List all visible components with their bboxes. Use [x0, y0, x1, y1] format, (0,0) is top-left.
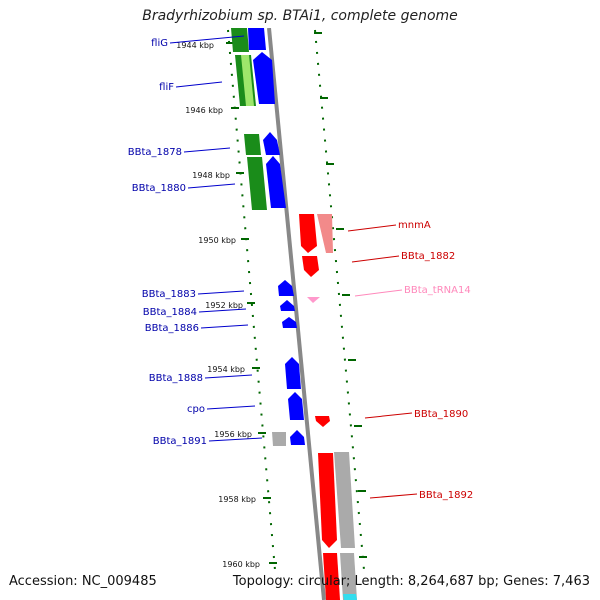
cds-feature — [231, 28, 249, 52]
cds-feature — [247, 157, 267, 210]
left-tick-track — [227, 29, 276, 571]
reverse-gene-labels: mnmA BBta_1882 BBta_tRNA14 BBta_1890 BBt… — [398, 220, 473, 501]
forward-gene-labels: fliG fliF BBta_1878 BBta_1880 BBta_1883 … — [128, 38, 207, 447]
gene-label[interactable]: BBta_1886 — [145, 323, 199, 334]
leader-line — [183, 147, 231, 153]
leader-line — [206, 405, 256, 410]
genome-title: Bradyrhizobium sp. BTAi1, complete genom… — [142, 8, 458, 24]
tick-label: 1958 kbp — [218, 495, 256, 504]
gene-label[interactable]: BBta_1882 — [401, 251, 455, 262]
leader-line — [198, 308, 247, 313]
gene-label[interactable]: cpo — [187, 404, 205, 415]
gene-label[interactable]: BBta_1878 — [128, 147, 182, 158]
gene-BBta_1891 — [290, 430, 305, 445]
leader-line — [175, 81, 223, 88]
cds-feature — [317, 214, 333, 253]
leader-line — [354, 289, 403, 297]
tick-label: 1946 kbp — [185, 106, 223, 115]
gene-BBta_1878 — [263, 132, 280, 155]
cds-feature — [323, 553, 340, 600]
tick-label: 1960 kbp — [222, 560, 260, 569]
leader-line — [351, 255, 400, 263]
gene-fliF — [253, 52, 275, 104]
gene-label[interactable]: BBta_1880 — [132, 183, 186, 194]
forward-genes — [248, 28, 305, 445]
leader-line — [204, 374, 253, 379]
gene-BBta_1890 — [315, 416, 330, 427]
leader-line — [347, 224, 397, 232]
gene-BBta_1892 — [318, 453, 337, 548]
leader-line — [187, 183, 236, 189]
major-ticks — [226, 42, 277, 564]
gene-label[interactable]: fliG — [151, 38, 168, 49]
major-ticks-right — [314, 32, 367, 558]
cds-feature — [340, 553, 357, 600]
tick-label: 1956 kbp — [214, 430, 252, 439]
leader-line — [369, 493, 418, 499]
gene-fliG — [248, 28, 266, 50]
reverse-label-leaders — [347, 224, 418, 499]
tick-labels: 1944 kbp 1946 kbp 1948 kbp 1950 kbp 1952… — [176, 41, 260, 569]
tick-label: 1944 kbp — [176, 41, 214, 50]
gene-label[interactable]: BBta_1891 — [153, 436, 207, 447]
gene-mnmA — [299, 214, 317, 253]
gene-BBta_1880 — [266, 156, 286, 208]
gene-label[interactable]: BBta_1884 — [143, 307, 197, 318]
gene-BBta_1888 — [285, 357, 301, 389]
cds-blocks-left — [231, 28, 286, 446]
gene-label[interactable]: BBta_tRNA14 — [404, 285, 471, 296]
gene-label[interactable]: BBta_1890 — [414, 409, 468, 420]
map-features: 1944 kbp 1946 kbp 1948 kbp 1950 kbp 1952… — [169, 28, 418, 600]
cds-feature — [343, 594, 357, 600]
right-tick-track — [314, 29, 365, 571]
gene-BBta_1882 — [302, 256, 319, 277]
genome-summary-text: Topology: circular; Length: 8,264,687 bp… — [232, 574, 590, 589]
forward-label-leaders — [169, 35, 263, 442]
leader-line — [208, 437, 263, 442]
cds-feature-highlight — [241, 55, 254, 106]
gene-label[interactable]: BBta_1892 — [419, 490, 473, 501]
accession-text: Accession: NC_009485 — [9, 574, 157, 589]
gene-BBta_1883 — [278, 280, 294, 296]
gene-label[interactable]: BBta_1883 — [142, 289, 196, 300]
reverse-genes — [299, 214, 357, 600]
gene-BBta_1886 — [282, 317, 297, 328]
tick-label: 1954 kbp — [207, 365, 245, 374]
leader-line — [197, 290, 245, 295]
gene-label[interactable]: fliF — [159, 82, 174, 93]
gene-label[interactable]: BBta_1888 — [149, 373, 203, 384]
gene-BBta_1884 — [280, 300, 295, 311]
leader-line — [364, 412, 413, 419]
cds-feature — [334, 452, 355, 548]
cds-feature — [244, 134, 261, 155]
tick-label: 1952 kbp — [205, 301, 243, 310]
genome-backbone — [267, 28, 326, 600]
tick-label: 1948 kbp — [192, 171, 230, 180]
leader-line — [200, 324, 249, 329]
tick-label: 1950 kbp — [198, 236, 236, 245]
gene-label[interactable]: mnmA — [398, 220, 431, 231]
gene-BBta_tRNA14 — [307, 297, 320, 303]
gene-cpo — [288, 392, 304, 420]
leader-line — [169, 35, 245, 44]
cds-feature — [272, 432, 286, 446]
